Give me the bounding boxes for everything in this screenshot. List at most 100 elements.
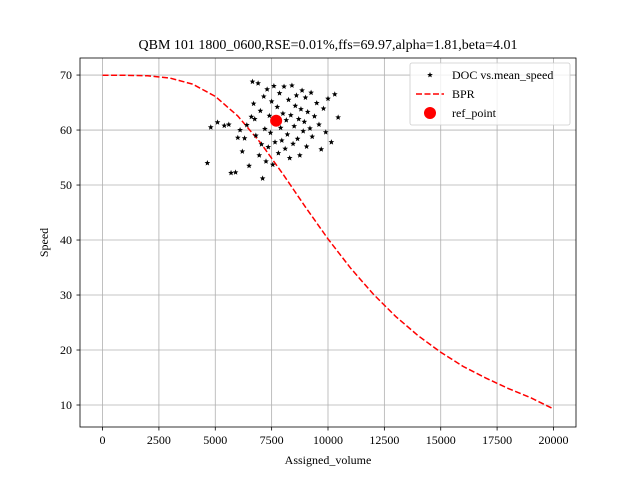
legend-label: DOC vs.mean_speed [452,68,553,82]
scatter-point [264,86,270,92]
scatter-point [300,128,307,134]
scatter-point [255,80,261,86]
scatter-point [287,112,294,118]
scatter-point [302,94,309,101]
x-tick-label: 12500 [369,433,399,447]
scatter-point [274,103,281,110]
scatter-point [239,148,246,154]
x-tick-label: 10000 [313,433,343,447]
scatter-point [250,100,257,107]
scatter-point [283,117,290,123]
scatter-point [265,144,272,150]
scatter-point [278,137,285,143]
chart-title: QBM 101 1800_0600,RSE=0.01%,ffs=69.97,al… [139,38,518,53]
scatter-point [272,139,278,145]
reference-point [270,114,283,127]
scatter-point [281,83,287,90]
scatter-point [307,125,313,131]
scatter-point [313,100,320,106]
y-tick-label: 30 [60,288,72,302]
axis-ticks: 0 2500 5000 7500 10000 12500 15000 17500 20000 10… [60,68,568,447]
legend-label: ref_point [452,106,497,120]
y-tick-label: 70 [60,68,72,82]
y-tick-label: 50 [60,178,72,192]
chart-legend: DOC vs.mean_speed BPR ref_point [409,62,571,126]
scatter-point [268,98,275,104]
scatter-point [262,125,268,132]
scatter-point [291,123,298,129]
x-tick-label: 20000 [538,433,568,447]
scatter-point [299,87,305,93]
scatter-point [258,141,265,147]
scatter-point [316,121,322,127]
scatter-point [243,122,250,128]
scatter-point [275,150,282,156]
scatter-point [241,135,248,141]
scatter-point [225,121,232,127]
scatter-point [282,145,289,152]
y-tick-label: 10 [60,398,72,412]
scatter-point [309,133,316,140]
scatter-point [269,161,276,168]
scatter-point [221,122,228,129]
legend-label: BPR [452,87,475,101]
bpr-line [102,74,554,410]
legend-circle-marker [424,107,436,119]
scatter-point [237,127,243,133]
legend-item: BPR [416,87,475,101]
scatter-point [303,143,310,149]
scatter-point [214,119,221,125]
scatter-point [263,158,269,164]
scatter-point [260,93,267,99]
scatter-point [257,107,264,114]
y-tick-label: 40 [60,233,72,247]
scatter-point [246,162,252,169]
x-tick-label: 0 [100,433,106,447]
scatter-point [256,152,263,158]
scatter-point [285,96,292,103]
legend-item: DOC vs.mean_speed [427,68,553,82]
scatter-point [318,146,325,152]
x-tick-label: 2500 [147,433,171,447]
y-axis-label: Speed [37,228,51,257]
scatter-point [284,131,291,137]
scatter-point [207,124,214,130]
legend-item: ref_point [424,106,497,120]
x-tick-label: 5000 [203,433,227,447]
scatter-point [294,135,301,142]
x-tick-label: 7500 [260,433,284,447]
scatter-point [311,113,318,119]
scatter-point [259,175,266,181]
scatter-point [276,90,283,96]
scatter-point [232,169,239,175]
scatter-point [290,140,296,147]
legend-box [409,62,571,126]
scatter-point [295,116,302,122]
bpr-curve [102,74,554,410]
scatter-point [234,134,241,141]
scatter-point [228,169,234,176]
scatter-point [289,82,295,88]
scatter-point [293,92,300,98]
scatter-points [204,78,341,181]
scatter-point [204,160,211,166]
scatter-point [266,112,273,119]
scatter-point [253,132,259,138]
x-axis-label: Assigned_volume [285,453,372,467]
scatter-point [292,102,299,109]
ref-point-marker [270,114,283,127]
scatter-point [304,108,311,115]
x-tick-label: 15000 [426,433,456,447]
scatter-point [251,116,258,122]
scatter-point [286,155,293,161]
scatter-point [249,78,256,85]
scatter-point [335,114,341,120]
legend-star-marker [427,72,433,78]
y-tick-label: 20 [60,343,72,357]
scatter-point [322,129,329,135]
scatter-point [320,105,327,112]
scatter-point [301,118,308,125]
scatter-point [277,124,284,131]
scatter-point [296,152,303,158]
scatter-point [308,89,314,96]
